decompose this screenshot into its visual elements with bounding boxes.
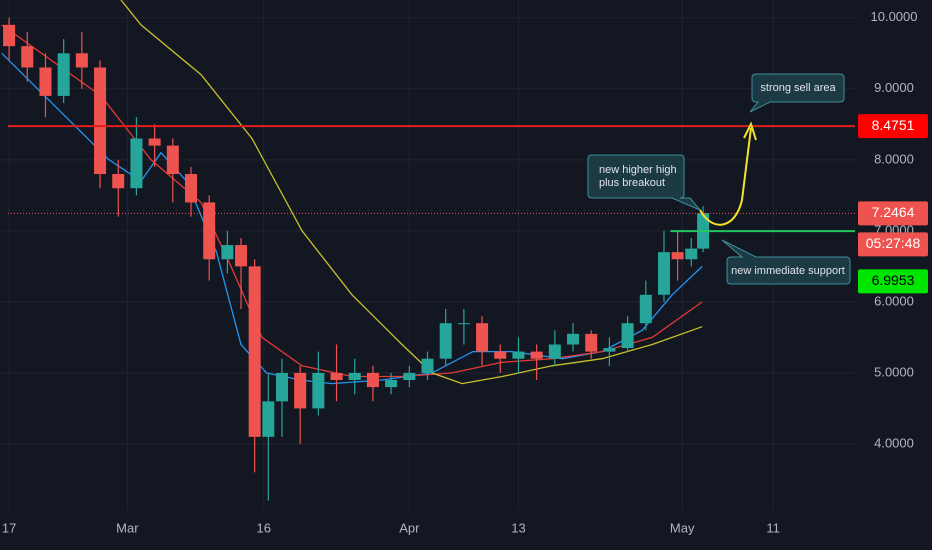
callout-breakout: new higher high plus breakout	[587, 154, 701, 211]
candle-body	[512, 351, 525, 359]
annotation: new immediate support	[731, 265, 845, 277]
projection-arrow	[699, 127, 752, 226]
callout-sell: strong sell area	[749, 73, 845, 113]
x-tick-label: May	[670, 520, 695, 535]
y-tick-label: 8.0000	[874, 151, 914, 166]
callout-box	[587, 154, 701, 211]
candle-body	[457, 323, 470, 325]
x-tick-label: 11	[766, 520, 780, 535]
axes: 4.00005.00006.00007.00008.00009.000010.0…	[2, 9, 928, 535]
price-tag	[858, 201, 928, 226]
arrow-head	[743, 121, 757, 141]
annotation-line: new higher high	[599, 164, 677, 176]
x-tick-label: Apr	[399, 520, 420, 535]
x-tick-label: Mar	[116, 520, 139, 535]
candle-body	[294, 372, 307, 409]
countdown: 05:27:48	[866, 235, 921, 251]
candle-body	[366, 372, 379, 388]
candle-body	[203, 202, 216, 260]
candle-body	[494, 351, 507, 359]
candle-body	[94, 67, 107, 175]
x-tick-label: 13	[511, 520, 525, 535]
candle-body	[3, 24, 16, 47]
candle-body	[585, 333, 598, 352]
price-tag	[858, 114, 928, 139]
candle-body	[312, 372, 325, 409]
candle-body	[639, 294, 652, 324]
price-tag	[858, 269, 928, 294]
candle-body	[262, 401, 275, 437]
price-tag-label: 8.4751	[872, 117, 915, 133]
candle-body	[439, 323, 452, 359]
y-tick-label: 4.0000	[874, 435, 914, 450]
candle-body	[39, 67, 52, 96]
callout-support: new immediate support	[721, 239, 851, 285]
callout-box	[749, 73, 845, 113]
candle-body	[330, 372, 343, 381]
candle-body	[57, 53, 70, 96]
annotation: strong sell area	[760, 82, 836, 94]
x-tick-label: 17	[2, 520, 16, 535]
candles	[3, 17, 710, 501]
candle-body	[112, 174, 125, 189]
candle-body	[235, 245, 248, 267]
y-tick-label: 10.0000	[871, 9, 918, 24]
x-tick-label: 16	[257, 520, 271, 535]
candle-body	[248, 266, 261, 437]
candle-body	[671, 252, 684, 260]
y-tick-label: 5.0000	[874, 364, 914, 379]
candle-body	[476, 323, 489, 352]
annotation-line: plus breakout	[599, 177, 665, 189]
price-tag-label: 7.2464	[872, 204, 915, 220]
candle-body	[348, 372, 361, 381]
y-tick-label: 9.0000	[874, 80, 914, 95]
candle-body	[385, 380, 398, 388]
candle-body	[403, 372, 416, 381]
candle-body	[621, 323, 634, 349]
levels	[8, 125, 855, 233]
candle-body	[530, 351, 543, 359]
candle-body	[130, 138, 143, 189]
candle-body	[221, 245, 234, 260]
candle-body	[275, 372, 288, 402]
moving-average	[1, 24, 703, 378]
candle-body	[166, 145, 179, 175]
candle-body	[185, 174, 198, 203]
candle-body	[685, 248, 698, 260]
candle-body	[75, 53, 88, 68]
candle-body	[657, 252, 670, 295]
y-tick-label: 6.0000	[874, 293, 914, 308]
candle-body	[567, 333, 580, 345]
grid	[0, 0, 855, 510]
callout-box	[721, 239, 851, 285]
price-tag-label: 6.9953	[872, 272, 915, 288]
moving-average	[120, 0, 703, 385]
candle-body	[21, 46, 34, 68]
candle-body	[548, 344, 561, 359]
candle-body	[421, 358, 434, 373]
candle-body	[148, 138, 161, 146]
countdown-tag	[858, 232, 928, 257]
candle-body	[603, 348, 616, 352]
